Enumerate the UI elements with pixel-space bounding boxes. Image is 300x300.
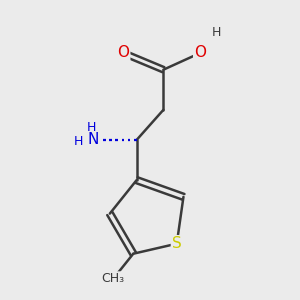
Text: N: N (87, 133, 99, 148)
Text: H: H (212, 26, 222, 39)
Text: O: O (194, 46, 206, 61)
Text: O: O (117, 46, 129, 61)
Text: CH₃: CH₃ (102, 272, 125, 285)
Text: H: H (74, 135, 83, 148)
Text: H: H (87, 121, 96, 134)
Text: S: S (172, 236, 182, 251)
